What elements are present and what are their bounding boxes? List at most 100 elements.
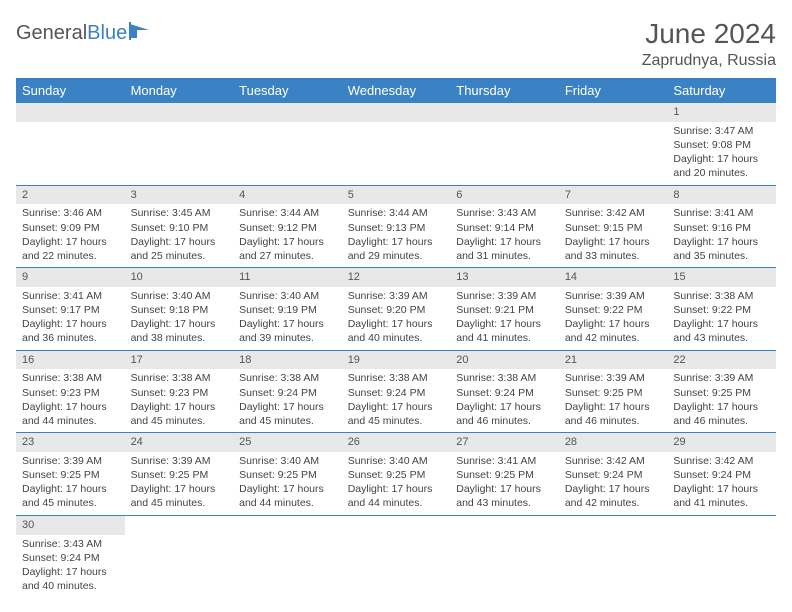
day-number: 30 <box>16 516 125 535</box>
daylight-line1: Daylight: 17 hours <box>239 400 336 414</box>
day-details: Sunrise: 3:39 AMSunset: 9:25 PMDaylight:… <box>559 369 668 432</box>
day-details: Sunrise: 3:39 AMSunset: 9:20 PMDaylight:… <box>342 287 451 350</box>
day-details: Sunrise: 3:47 AMSunset: 9:08 PMDaylight:… <box>667 122 776 185</box>
day-details: Sunrise: 3:41 AMSunset: 9:25 PMDaylight:… <box>450 452 559 515</box>
sunrise-line: Sunrise: 3:39 AM <box>456 289 553 303</box>
day-number: 14 <box>559 268 668 287</box>
day-details: Sunrise: 3:41 AMSunset: 9:16 PMDaylight:… <box>667 204 776 267</box>
daylight-line1: Daylight: 17 hours <box>456 235 553 249</box>
daylight-line1: Daylight: 17 hours <box>131 317 228 331</box>
calendar-day: 12Sunrise: 3:39 AMSunset: 9:20 PMDayligh… <box>342 268 451 351</box>
day-number-row: 25 <box>233 433 342 452</box>
day-number: 29 <box>667 433 776 452</box>
sunset-line: Sunset: 9:17 PM <box>22 303 119 317</box>
day-number-row: 4 <box>233 186 342 205</box>
calendar-day: 26Sunrise: 3:40 AMSunset: 9:25 PMDayligh… <box>342 433 451 516</box>
daylight-line1: Daylight: 17 hours <box>565 235 662 249</box>
sunset-line: Sunset: 9:25 PM <box>348 468 445 482</box>
daylight-line1: Daylight: 17 hours <box>673 400 770 414</box>
day-number: 21 <box>559 351 668 370</box>
calendar-day: 7Sunrise: 3:42 AMSunset: 9:15 PMDaylight… <box>559 185 668 268</box>
calendar-day: 14Sunrise: 3:39 AMSunset: 9:22 PMDayligh… <box>559 268 668 351</box>
calendar-day: 4Sunrise: 3:44 AMSunset: 9:12 PMDaylight… <box>233 185 342 268</box>
calendar-empty <box>559 103 668 185</box>
sunset-line: Sunset: 9:18 PM <box>131 303 228 317</box>
calendar-week: 16Sunrise: 3:38 AMSunset: 9:23 PMDayligh… <box>16 350 776 433</box>
calendar-empty <box>233 103 342 185</box>
daylight-line1: Daylight: 17 hours <box>565 482 662 496</box>
calendar-empty <box>125 515 234 597</box>
calendar-table: SundayMondayTuesdayWednesdayThursdayFrid… <box>16 78 776 597</box>
day-details: Sunrise: 3:38 AMSunset: 9:24 PMDaylight:… <box>450 369 559 432</box>
daylight-line2: and 33 minutes. <box>565 249 662 263</box>
day-number: 25 <box>233 433 342 452</box>
calendar-empty <box>16 103 125 185</box>
sunrise-line: Sunrise: 3:38 AM <box>131 371 228 385</box>
daylight-line1: Daylight: 17 hours <box>456 400 553 414</box>
day-number-row: 24 <box>125 433 234 452</box>
sunset-line: Sunset: 9:08 PM <box>673 138 770 152</box>
calendar-day: 30Sunrise: 3:43 AMSunset: 9:24 PMDayligh… <box>16 515 125 597</box>
day-details: Sunrise: 3:45 AMSunset: 9:10 PMDaylight:… <box>125 204 234 267</box>
day-details: Sunrise: 3:44 AMSunset: 9:12 PMDaylight:… <box>233 204 342 267</box>
day-number-row: 10 <box>125 268 234 287</box>
title-block: June 2024 Zaprudnya, Russia <box>642 18 776 70</box>
daylight-line1: Daylight: 17 hours <box>348 317 445 331</box>
calendar-empty <box>233 515 342 597</box>
daylight-line2: and 46 minutes. <box>565 414 662 428</box>
calendar-day: 21Sunrise: 3:39 AMSunset: 9:25 PMDayligh… <box>559 350 668 433</box>
day-details: Sunrise: 3:39 AMSunset: 9:21 PMDaylight:… <box>450 287 559 350</box>
daylight-line2: and 45 minutes. <box>131 414 228 428</box>
day-number-row: 29 <box>667 433 776 452</box>
day-details: Sunrise: 3:40 AMSunset: 9:19 PMDaylight:… <box>233 287 342 350</box>
daylight-line2: and 41 minutes. <box>673 496 770 510</box>
daylight-line2: and 42 minutes. <box>565 331 662 345</box>
sunset-line: Sunset: 9:23 PM <box>131 386 228 400</box>
calendar-day: 3Sunrise: 3:45 AMSunset: 9:10 PMDaylight… <box>125 185 234 268</box>
day-details: Sunrise: 3:38 AMSunset: 9:23 PMDaylight:… <box>16 369 125 432</box>
day-number-row: 19 <box>342 351 451 370</box>
day-number: 18 <box>233 351 342 370</box>
day-number-row: 14 <box>559 268 668 287</box>
sunrise-line: Sunrise: 3:42 AM <box>565 206 662 220</box>
calendar-week: 9Sunrise: 3:41 AMSunset: 9:17 PMDaylight… <box>16 268 776 351</box>
daylight-line1: Daylight: 17 hours <box>239 482 336 496</box>
sunset-line: Sunset: 9:25 PM <box>673 386 770 400</box>
day-number: 10 <box>125 268 234 287</box>
sunrise-line: Sunrise: 3:43 AM <box>22 537 119 551</box>
day-details: Sunrise: 3:41 AMSunset: 9:17 PMDaylight:… <box>16 287 125 350</box>
day-details: Sunrise: 3:43 AMSunset: 9:24 PMDaylight:… <box>16 535 125 598</box>
sunset-line: Sunset: 9:09 PM <box>22 221 119 235</box>
daylight-line2: and 45 minutes. <box>239 414 336 428</box>
sunset-line: Sunset: 9:25 PM <box>456 468 553 482</box>
sunset-line: Sunset: 9:24 PM <box>348 386 445 400</box>
calendar-day: 9Sunrise: 3:41 AMSunset: 9:17 PMDaylight… <box>16 268 125 351</box>
calendar-empty <box>450 515 559 597</box>
sunset-line: Sunset: 9:24 PM <box>22 551 119 565</box>
header: GeneralBlue June 2024 Zaprudnya, Russia <box>16 18 776 70</box>
day-details: Sunrise: 3:39 AMSunset: 9:25 PMDaylight:… <box>667 369 776 432</box>
sunrise-line: Sunrise: 3:46 AM <box>22 206 119 220</box>
sunset-line: Sunset: 9:22 PM <box>565 303 662 317</box>
sunrise-line: Sunrise: 3:40 AM <box>239 289 336 303</box>
day-number-row: 13 <box>450 268 559 287</box>
day-number: 5 <box>342 186 451 205</box>
daylight-line2: and 39 minutes. <box>239 331 336 345</box>
daylight-line2: and 41 minutes. <box>456 331 553 345</box>
day-number: 6 <box>450 186 559 205</box>
sunset-line: Sunset: 9:13 PM <box>348 221 445 235</box>
day-details: Sunrise: 3:44 AMSunset: 9:13 PMDaylight:… <box>342 204 451 267</box>
day-number-row: 11 <box>233 268 342 287</box>
day-number-row: 23 <box>16 433 125 452</box>
day-details: Sunrise: 3:40 AMSunset: 9:25 PMDaylight:… <box>342 452 451 515</box>
calendar-day: 17Sunrise: 3:38 AMSunset: 9:23 PMDayligh… <box>125 350 234 433</box>
daylight-line1: Daylight: 17 hours <box>22 317 119 331</box>
calendar-day: 1Sunrise: 3:47 AMSunset: 9:08 PMDaylight… <box>667 103 776 185</box>
day-details: Sunrise: 3:39 AMSunset: 9:25 PMDaylight:… <box>16 452 125 515</box>
daylight-line1: Daylight: 17 hours <box>673 235 770 249</box>
day-details: Sunrise: 3:40 AMSunset: 9:25 PMDaylight:… <box>233 452 342 515</box>
weekday-header: Thursday <box>450 78 559 103</box>
sunrise-line: Sunrise: 3:38 AM <box>348 371 445 385</box>
day-number-row: 7 <box>559 186 668 205</box>
day-number-row: 5 <box>342 186 451 205</box>
